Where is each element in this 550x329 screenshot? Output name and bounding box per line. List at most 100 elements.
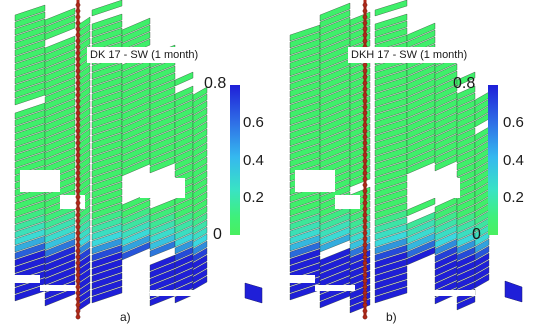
mesh-cell [121,17,151,37]
mesh-cell [192,177,208,193]
mesh-render-a [10,0,263,320]
panel-title-b: DKH 17 - SW (1 month) [348,47,471,63]
well-node [75,2,81,8]
well-node [362,80,368,86]
well-node [362,116,368,122]
colorbar-b [488,85,498,235]
well-node [75,116,81,122]
mesh-cell [174,71,194,87]
well-node [75,230,81,236]
mesh-cell [374,0,408,17]
mesh-cell [374,181,408,199]
mesh-cell [192,254,208,270]
well-node [75,56,81,62]
colorbar-a [230,85,240,235]
mesh-gap [140,178,185,198]
well-node [75,80,81,86]
mesh-gap [295,170,335,192]
mesh-cell [121,24,151,44]
well-node [75,26,81,32]
mesh-cell [319,2,351,22]
well-node [362,92,368,98]
well-node [75,140,81,146]
mesh-cell [474,266,490,282]
well-node [362,134,368,140]
mesh-cell [44,119,76,139]
mesh-cell [91,265,123,283]
well-node [362,194,368,200]
well-node [362,206,368,212]
well-node [362,86,368,92]
well-node [362,236,368,242]
well-trajectory [75,0,81,320]
well-node [362,260,368,266]
mesh-gap [425,290,475,296]
mesh-cell [192,275,208,291]
well-node [362,38,368,44]
mesh-cell [44,266,76,286]
well-node [362,68,368,74]
well-node [362,14,368,20]
mesh-cell [44,49,76,69]
mesh-cell [91,13,123,31]
mesh-cell [192,219,208,235]
mesh-cell [374,20,408,38]
well-node [75,314,81,320]
mesh-cell [374,13,408,31]
well-node [75,152,81,158]
well-node [75,224,81,230]
mesh-cell [374,188,408,206]
colorbar-tick-02-b: 0.2 [503,189,524,206]
mesh-cell [474,252,490,268]
mesh-cell [44,140,76,160]
mesh-gap [10,275,40,283]
mesh-cell [14,39,46,57]
well-node [75,74,81,80]
panel-a: DK 17 - SW (1 month) 0.8 0.6 0.4 0.2 0 a… [10,0,264,324]
panel-b: DKH 17 - SW (1 month) 0.8 0.6 0.4 0.2 0 … [275,0,550,329]
mesh-cell [192,156,208,172]
well-node [75,92,81,98]
mesh-cell [192,198,208,214]
mesh-cell [406,197,436,217]
mesh-cell [44,56,76,76]
mesh-gap [315,285,355,291]
mesh-cell [474,245,490,261]
mesh-cell [44,147,76,167]
mesh-cell [192,240,208,256]
mesh-cell [374,216,408,234]
well-node [75,110,81,116]
mesh-cell [192,205,208,221]
well-node [75,218,81,224]
mesh-cell [474,238,490,254]
well-node [362,266,368,272]
well-node [75,266,81,272]
mesh-cell [44,7,76,27]
well-node [75,158,81,164]
panel-label-b: b) [386,310,397,324]
well-node [362,110,368,116]
mesh-cell [44,21,76,41]
mesh-cell [192,191,208,207]
mesh-cell [14,4,46,22]
well-node [75,146,81,152]
mesh-cell [192,121,208,137]
mesh-cell [192,100,208,116]
mesh-cell [374,195,408,213]
well-node [362,140,368,146]
mesh-cell [289,248,321,266]
well-node [75,182,81,188]
mesh-cell [44,112,76,132]
mesh-cell [192,135,208,151]
mesh-cell [192,233,208,249]
well-node [75,86,81,92]
mesh-cell [91,20,123,38]
well-node [362,230,368,236]
well-node [362,2,368,8]
mesh-gap [285,275,315,283]
mesh-cell [474,259,490,275]
well-node [362,272,368,278]
well-node [362,188,368,194]
well-node [75,14,81,20]
mesh-cell [44,105,76,125]
